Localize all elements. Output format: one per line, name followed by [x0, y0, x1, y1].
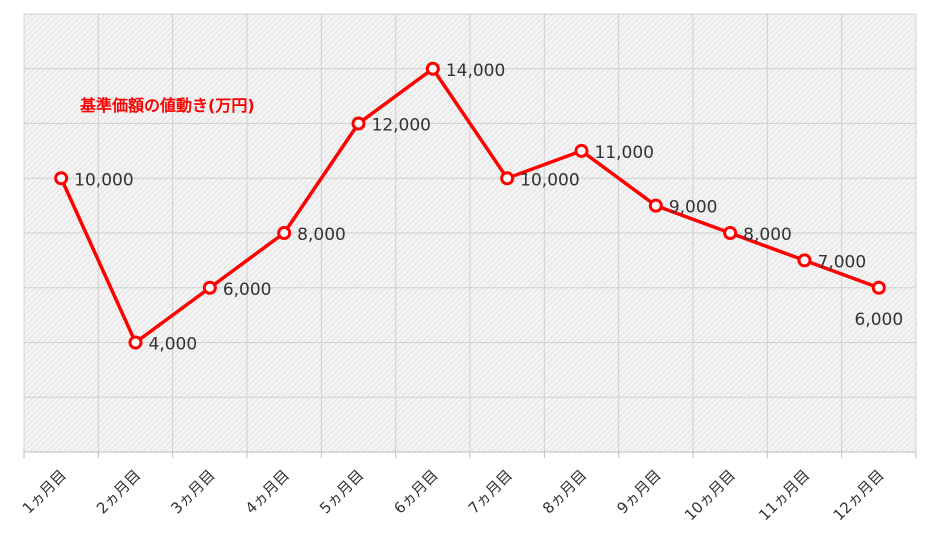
data-label: 10,000 [74, 170, 133, 190]
point [54, 171, 69, 186]
data-label: 11,000 [595, 143, 654, 163]
x-tick-label: 2ヵ月目 [93, 466, 144, 517]
data-label: 8,000 [297, 225, 346, 245]
point [425, 61, 440, 76]
x-tick-label: 9ヵ月目 [613, 466, 664, 517]
point [723, 226, 738, 240]
data-label: 9,000 [669, 198, 718, 218]
data-label: 6,000 [223, 280, 272, 300]
chart-title: 基準価額の値動き(万円) [79, 96, 255, 115]
x-tick-label: 5ヵ月目 [316, 466, 367, 517]
x-tick-label: 1ヵ月目 [19, 466, 70, 517]
x-tick-label: 3ヵ月目 [167, 466, 218, 517]
x-tick-label: 6ヵ月目 [390, 466, 441, 517]
data-label: 8,000 [743, 225, 792, 245]
x-tick-label: 11ヵ月目 [755, 466, 813, 524]
point [202, 280, 217, 295]
x-tick-label: 8ヵ月目 [539, 466, 590, 517]
data-label: 4,000 [149, 335, 198, 355]
point [128, 335, 143, 350]
data-label: 7,000 [818, 252, 867, 272]
x-tick-label: 4ヵ月目 [242, 466, 293, 517]
point [277, 226, 292, 240]
point [500, 171, 515, 186]
point [574, 143, 589, 158]
x-tick-label: 12ヵ月目 [830, 466, 888, 524]
data-label: 12,000 [372, 116, 431, 136]
point [648, 198, 663, 213]
line [59, 67, 880, 345]
data-label: 6,000 [854, 310, 903, 330]
x-tick-label: 10ヵ月目 [681, 466, 739, 524]
data-label: 14,000 [446, 61, 505, 81]
point [351, 116, 366, 131]
point [871, 280, 886, 295]
x-tick-label: 7ヵ月目 [465, 466, 516, 517]
point [797, 253, 812, 268]
data-label: 10,000 [520, 170, 579, 190]
